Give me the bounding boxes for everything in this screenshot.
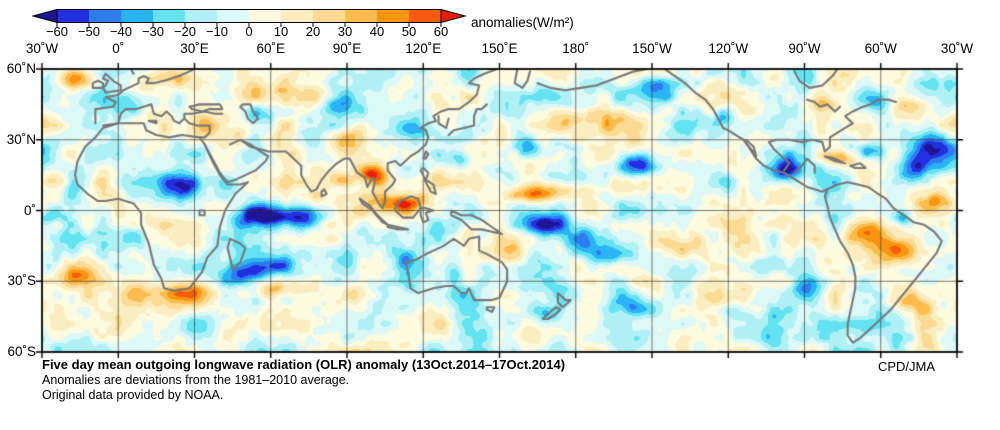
map-subtitle-source: Original data provided by NOAA. — [42, 388, 224, 402]
lon-tick-label: 90˚W — [788, 41, 821, 56]
lat-tick-label: 30˚N — [6, 131, 36, 147]
colorbar-tick-label: −30 — [141, 24, 165, 39]
colorbar-segment — [121, 9, 153, 23]
lat-tick-label: 30˚S — [7, 273, 36, 289]
lon-tick-label: 60˚E — [256, 41, 286, 56]
colorbar — [31, 8, 468, 33]
lon-tick-label: 180˚ — [562, 41, 590, 56]
lon-tick-label: 150˚W — [632, 41, 672, 56]
colorbar-tick-label: 30 — [337, 24, 353, 39]
colorbar-title: anomalies(W/m²) — [471, 15, 574, 30]
colorbar-left-arrow — [31, 8, 58, 24]
colorbar-segment — [313, 9, 345, 23]
colorbar-segment — [249, 9, 281, 23]
colorbar-tick-label: −60 — [45, 24, 69, 39]
colorbar-tick-label: 0 — [245, 24, 253, 39]
colorbar-segment — [185, 9, 217, 23]
colorbar-tick-label: 10 — [273, 24, 289, 39]
lat-tick-label: 60˚S — [7, 344, 36, 359]
lon-tick-label: 60˚W — [864, 41, 897, 56]
map-title: Five day mean outgoing longwave radiatio… — [42, 357, 566, 372]
lat-tick-label: 60˚N — [6, 61, 36, 76]
colorbar-tick-label: 60 — [433, 24, 449, 39]
colorbar-tick-label: −20 — [173, 24, 197, 39]
lon-tick-label: 120˚W — [708, 41, 749, 56]
lon-tick-label: 90˚E — [332, 41, 362, 56]
lon-tick-label: 0˚ — [112, 41, 125, 56]
colorbar-segment — [153, 9, 185, 23]
colorbar-segment — [89, 9, 121, 23]
colorbar-tick-label: 50 — [401, 24, 417, 39]
colorbar-segment — [345, 9, 377, 23]
agency-credit: CPD/JMA — [877, 359, 935, 374]
lon-tick-label: 150˚E — [481, 41, 518, 56]
colorbar-segment — [281, 9, 313, 23]
lon-tick-label: 30˚E — [180, 41, 209, 56]
colorbar-tick-label: −10 — [205, 24, 229, 39]
colorbar-segment — [217, 9, 249, 23]
lon-tick-label: 30˚W — [940, 41, 974, 56]
map-subtitle-baseline: Anomalies are deviations from the 1981–2… — [42, 373, 350, 387]
colorbar-segment — [409, 9, 441, 23]
colorbar-tick-label: 20 — [305, 24, 321, 39]
colorbar-segment — [57, 9, 89, 23]
lon-tick-label: 120˚E — [405, 41, 442, 56]
colorbar-tick-label: −40 — [109, 24, 133, 39]
lon-tick-label: 30˚W — [25, 41, 59, 56]
colorbar-tick-label: −50 — [77, 24, 101, 39]
olr-anomaly-map — [34, 61, 965, 360]
colorbar-segment — [377, 9, 409, 23]
colorbar-right-arrow — [440, 8, 467, 24]
lat-tick-label: 0˚ — [23, 202, 36, 218]
colorbar-tick-label: 40 — [369, 24, 385, 39]
